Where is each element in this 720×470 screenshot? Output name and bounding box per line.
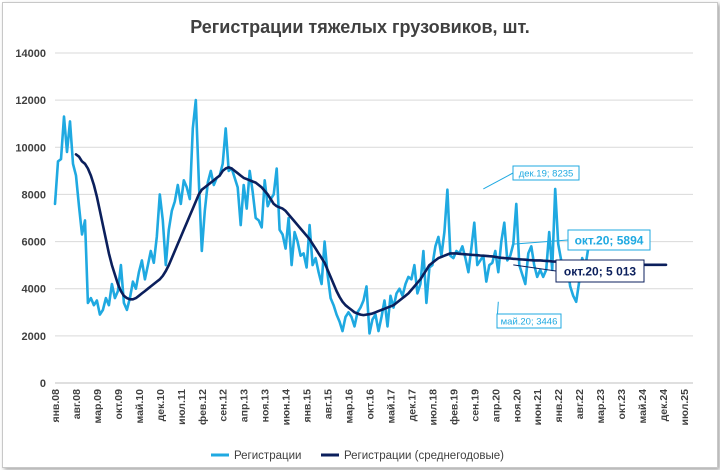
data-label-dec19: дек.19; 8235 [519, 168, 574, 179]
data-label-oct20-box [567, 229, 651, 251]
data-label-oct20-average-box [555, 259, 645, 283]
data-label-oct20-leader [513, 239, 569, 245]
x-tick-label: окт.16 [365, 389, 377, 420]
x-tick-label: ноя.13 [260, 389, 272, 423]
x-tick-label: июн.14 [281, 389, 293, 426]
x-tick-label: дек.24 [658, 389, 670, 422]
series-lines [53, 98, 668, 335]
data-labels: дек.19; 8235 май.20; 3446 окт.20; 5894 окт.… [483, 165, 651, 329]
x-tick-label: мар.09 [92, 389, 104, 424]
legend-item-average: Регистрации (среднегодовые) [344, 450, 504, 462]
x-tick-label: сен.19 [469, 389, 481, 422]
data-label-may20-box [496, 313, 562, 329]
x-tick-label: авг.22 [574, 389, 586, 419]
x-tick-label: авг.08 [71, 389, 83, 419]
chart-title: Регистрации тяжелых грузовиков, шт. [190, 17, 530, 37]
x-tick-label: янв.08 [50, 389, 62, 423]
y-tick-label: 0 [40, 378, 46, 390]
x-tick-label: июл.11 [176, 389, 188, 425]
x-tick-label: мар.23 [595, 389, 607, 424]
x-tick-label: фев.19 [448, 389, 460, 425]
data-label-oct20-average-leader [513, 264, 557, 272]
x-tick-label: апр.20 [490, 389, 502, 422]
x-tick-label: окт.09 [113, 389, 125, 420]
x-tick-label: июл.25 [679, 389, 691, 426]
chart: Регистрации тяжелых грузовиков, шт. 0 200… [15, 17, 693, 462]
x-tick-label: мар.16 [344, 389, 356, 424]
x-tick-label: апр.13 [239, 389, 251, 422]
x-tick-label: янв.15 [302, 389, 314, 423]
x-tick-label: авг.15 [323, 389, 335, 419]
y-tick-label: 14000 [15, 48, 46, 60]
y-tick-label: 4000 [22, 284, 46, 296]
x-tick-label: май.17 [385, 389, 397, 424]
x-tick-label: июл.18 [427, 389, 439, 426]
x-tick-label: май.10 [134, 389, 146, 424]
x-tick-label: сен.12 [218, 389, 230, 422]
y-tick-label: 10000 [15, 142, 46, 154]
x-tick-label: май.24 [637, 389, 649, 424]
x-tick-label: окт.23 [616, 389, 628, 420]
data-label-may20: май.20; 3446 [501, 316, 558, 327]
x-tick-label: янв.22 [553, 389, 565, 423]
y-tick-label: 6000 [22, 237, 46, 249]
x-axis-ticks: янв.08 авг.08 мар.09 окт.09 май.10 дек.10 июл.… [50, 389, 691, 426]
y-tick-label: 8000 [22, 189, 46, 201]
data-label-dec19-box [512, 165, 580, 181]
grid [55, 52, 693, 384]
data-label-dec19-leader [483, 172, 514, 190]
x-tick-label: июн.21 [532, 389, 544, 426]
y-tick-label: 2000 [22, 331, 46, 343]
x-tick-label: фев.12 [197, 389, 209, 425]
legend-item-registrations: Регистрации [234, 450, 301, 462]
data-label-oct20-average: окт.20; 5 013 [564, 264, 637, 278]
data-label-oct20: окт.20; 5894 [575, 233, 644, 247]
legend: Регистрации Регистрации (среднегодовые) [211, 450, 504, 462]
y-tick-label: 12000 [15, 95, 46, 107]
x-tick-label: дек.10 [155, 389, 167, 422]
x-tick-label: дек.17 [406, 389, 418, 422]
x-tick-label: ноя.20 [511, 389, 523, 423]
y-axis-ticks: 0 2000 4000 6000 8000 10000 12000 14000 [15, 48, 46, 390]
